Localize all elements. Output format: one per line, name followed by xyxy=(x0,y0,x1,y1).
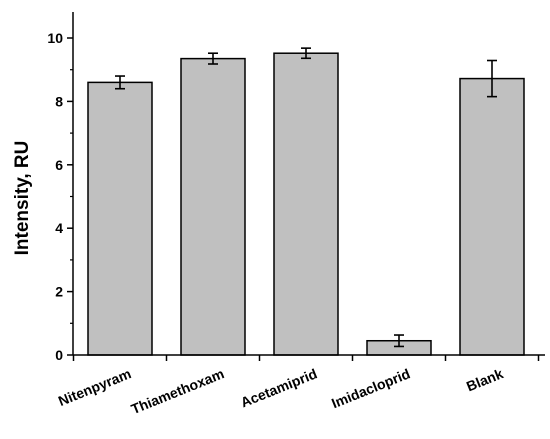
y-tick-label: 6 xyxy=(55,157,63,173)
y-ticks: 0 2 4 6 8 10 xyxy=(47,30,73,363)
y-axis-title: Intensity, RU xyxy=(12,141,33,256)
y-tick-label: 4 xyxy=(55,220,63,236)
error-bar-acetamiprid xyxy=(301,47,311,60)
bar-thiamethoxam xyxy=(180,57,246,356)
bars-layer xyxy=(87,52,525,356)
bar-nitenpyram xyxy=(87,81,153,356)
y-tick-label: 0 xyxy=(55,347,63,363)
x-tick-label: Nitenpyram xyxy=(56,365,133,409)
x-tick-label: Blank xyxy=(464,365,506,394)
error-bar-imidacloprid xyxy=(394,334,404,348)
x-tick-label: Imidacloprid xyxy=(329,365,412,411)
x-tick-label: Thiamethoxam xyxy=(129,365,227,417)
x-tick-label: Acetamiprid xyxy=(238,365,319,410)
error-bars-layer xyxy=(115,47,497,348)
error-bar-thiamethoxam xyxy=(208,52,218,65)
y-tick-label: 2 xyxy=(55,284,63,300)
y-tick-label: 10 xyxy=(47,30,63,46)
bar-acetamiprid xyxy=(273,52,339,356)
y-tick-label: 8 xyxy=(55,93,63,109)
error-bar-nitenpyram xyxy=(115,75,125,90)
bar-blank xyxy=(459,77,525,356)
error-bar-blank xyxy=(487,59,497,98)
